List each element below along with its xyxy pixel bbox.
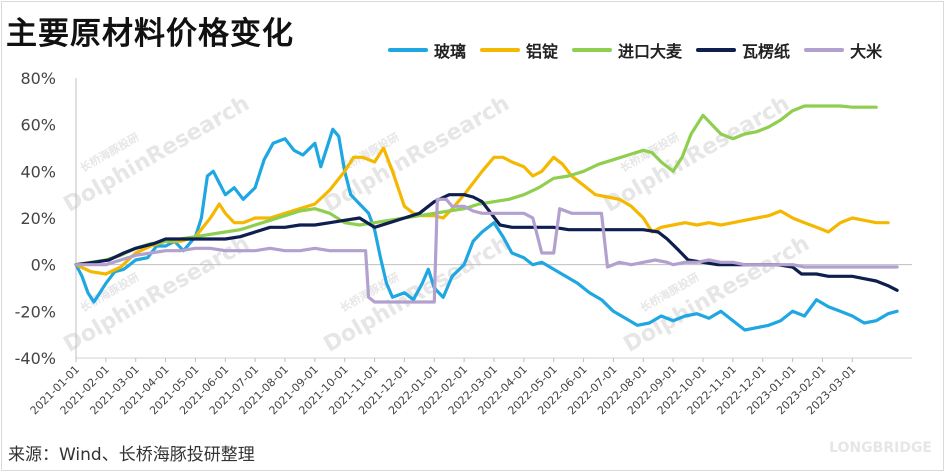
- watermark-text: DolphinResearch: [620, 231, 814, 358]
- y-tick-label: -20%: [15, 302, 56, 321]
- legend-item-barley: 进口大麦: [572, 38, 682, 62]
- series-line-2: [74, 104, 878, 267]
- watermark-text: DolphinResearch: [60, 91, 254, 218]
- y-tick-label: 20%: [20, 209, 56, 228]
- legend-swatch-corrugated: [696, 48, 737, 52]
- legend-item-corrugated: 瓦楞纸: [696, 38, 790, 62]
- y-tick-label: 80%: [20, 69, 56, 88]
- series-line-0: [74, 127, 899, 332]
- legend-item-aluminum: 铝锭: [480, 38, 558, 62]
- series-line-4: [74, 197, 899, 304]
- legend-item-glass: 玻璃: [388, 38, 466, 62]
- y-tick-label: 40%: [20, 162, 56, 181]
- legend-label-corrugated: 瓦楞纸: [742, 42, 791, 61]
- legend-label-barley: 进口大麦: [618, 42, 683, 61]
- watermark-longbridge: LONGBRIDGE: [829, 440, 932, 456]
- y-tick-label: -40%: [15, 349, 56, 368]
- legend-swatch-barley: [572, 48, 613, 52]
- legend-label-aluminum: 铝锭: [526, 42, 559, 61]
- series-line-1: [74, 146, 890, 276]
- legend-item-rice: 大米: [804, 38, 882, 62]
- chart-title: 主要原材料价格变化: [6, 16, 294, 52]
- legend-label-rice: 大米: [850, 42, 883, 61]
- y-tick-label: 60%: [20, 116, 56, 135]
- legend-label-glass: 玻璃: [434, 42, 467, 61]
- legend-swatch-aluminum: [480, 48, 521, 52]
- source-note: 来源：Wind、长桥海豚投研整理: [8, 445, 255, 465]
- y-tick-label: 0%: [31, 256, 56, 275]
- legend: 玻璃 铝锭 进口大麦 瓦楞纸 大米: [388, 38, 896, 62]
- legend-swatch-rice: [804, 48, 845, 52]
- watermark-text: DolphinResearch: [320, 91, 514, 218]
- legend-swatch-glass: [388, 48, 428, 52]
